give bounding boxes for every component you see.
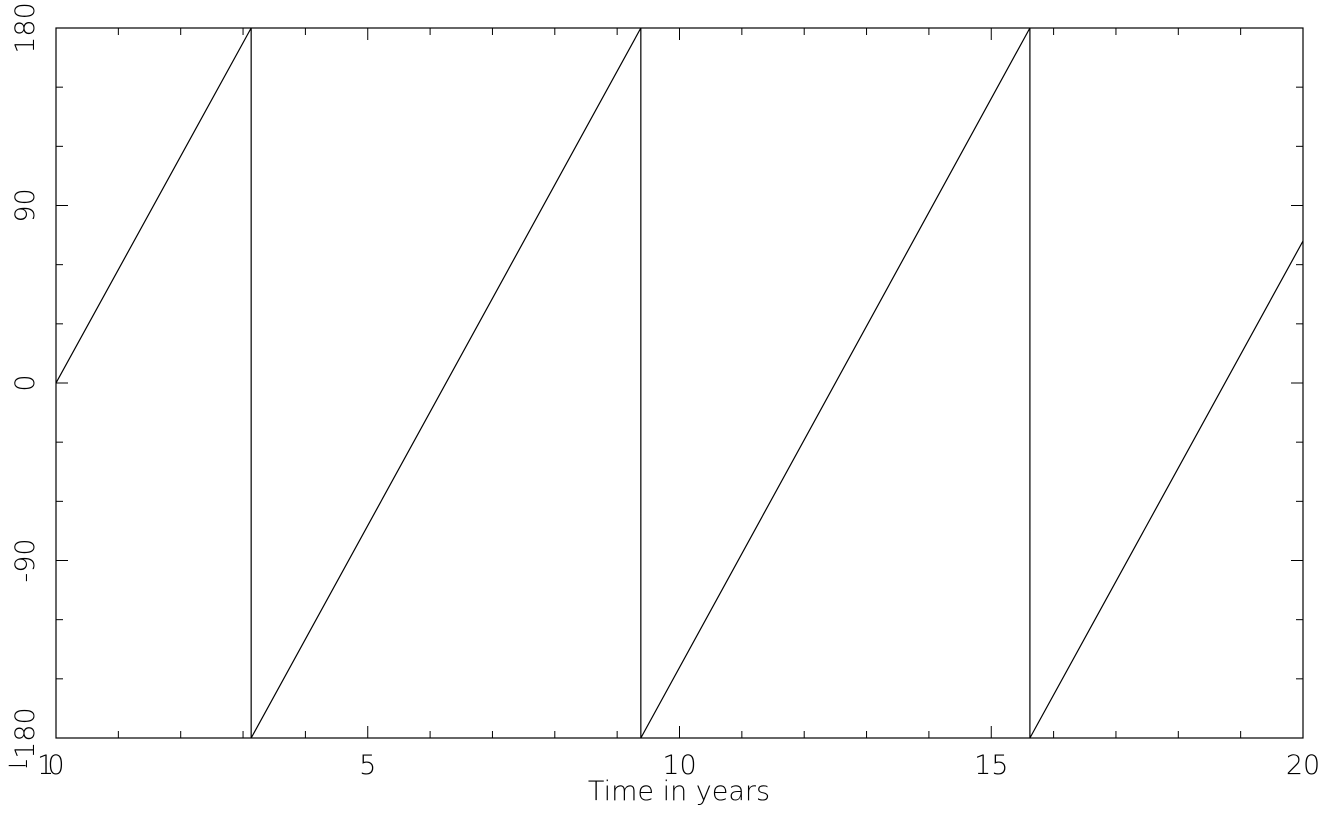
y-tick-label: 90 (10, 188, 41, 222)
x-tick-label: 0 (47, 750, 64, 781)
y-tick-label: -90 (10, 538, 41, 582)
x-tick-label: 5 (359, 750, 376, 781)
tick-marks (55, 27, 1304, 739)
stray-corner-label: − 1 (6, 750, 54, 781)
x-axis-title: Time in years (588, 776, 770, 807)
series-line (55, 27, 1304, 739)
x-tick-label: 20 (1286, 750, 1320, 781)
x-tick-label: 10 (662, 750, 696, 781)
y-tick-labels: -180 -90 0 90 180 (10, 2, 41, 768)
x-tick-label: 15 (974, 750, 1008, 781)
y-tick-label: -180 (10, 707, 41, 768)
y-tick-label: 0 (10, 374, 41, 391)
x-tick-labels: 0 5 10 15 20 (47, 750, 1320, 781)
y-tick-label: 180 (10, 2, 41, 54)
series-group (55, 27, 1304, 739)
plot-frame (55, 27, 1304, 739)
